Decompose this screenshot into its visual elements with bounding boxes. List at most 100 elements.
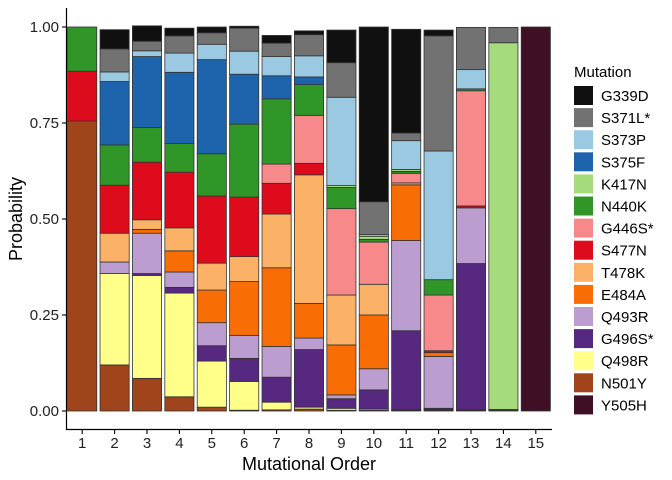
ticks-layer: 0.000.250.500.751.001 2 3 4 5 6 7 8 9 10 11 12 13 14 1… (30, 19, 544, 452)
bar-segment-s371l-star-order-4 (164, 35, 195, 54)
bar-segment-e484a-order-7 (261, 267, 292, 347)
bar-segment-q498r-order-5 (196, 360, 227, 408)
bar-segment-g339d-order-9 (326, 29, 357, 64)
bar-segment-g446s-star-order-11 (391, 172, 422, 184)
legend-swatch (574, 307, 593, 326)
bar-segment-g339d-order-11 (391, 28, 422, 134)
bar-segment-s375f-order-3 (132, 56, 162, 129)
legend-label: Y505H (601, 397, 647, 414)
legend-swatch (574, 108, 593, 128)
legend-swatch (574, 284, 593, 304)
bar-segment-g339d-order-10 (358, 26, 389, 203)
bar-segment-g496s-star-order-8 (294, 349, 324, 408)
bar-segment-s371l-star-order-5 (196, 32, 227, 45)
x-tick-label: 8 (305, 435, 313, 452)
bar-segment-s375f-order-2 (99, 81, 130, 146)
bar-segment-s373p-order-3 (132, 50, 162, 57)
bar-segment-t478k-order-7 (261, 213, 292, 269)
bar-segment-e484a-order-9 (326, 344, 357, 396)
legend: Mutation G339D S371L* S373P S375F K417N N440K… (574, 64, 654, 415)
bar-segment-g496s-star-order-10 (358, 389, 389, 410)
bar-segment-g496s-star-order-11 (391, 330, 422, 410)
bar-segment-s477n-order-1 (67, 70, 98, 122)
bar-segment-n440k-order-1 (67, 26, 98, 72)
bar-segment-s373p-order-5 (196, 43, 227, 61)
y-axis-title: Probability (6, 177, 26, 261)
bar-segment-y505h-order-15 (520, 26, 551, 412)
x-tick-label: 5 (208, 435, 216, 452)
y-tick-label: 0.50 (30, 211, 59, 228)
bar-segment-t478k-order-9 (326, 294, 357, 346)
bar-segment-q493r-order-5 (196, 322, 227, 347)
bar-segment-t478k-order-5 (196, 262, 227, 291)
bar-segment-q493r-order-7 (261, 346, 292, 378)
bar-segment-n501y-order-3 (132, 377, 162, 412)
legend-swatch (574, 86, 593, 105)
legend-label: K417N (601, 176, 647, 193)
bar-segment-s477n-order-6 (229, 196, 260, 258)
x-tick-label: 14 (495, 435, 512, 452)
bar-segment-s371l-star-order-8 (294, 34, 324, 57)
bar-segment-k417n-order-10 (358, 235, 389, 240)
x-tick-label: 6 (240, 435, 248, 452)
bar-segment-q493r-order-6 (229, 334, 260, 359)
bar-segment-n440k-order-3 (132, 127, 162, 163)
bar-segment-t478k-order-10 (358, 283, 389, 316)
bar-segment-q493r-order-2 (99, 261, 130, 274)
y-tick-label: 1.00 (30, 19, 59, 36)
bar-segment-s371l-star-order-11 (391, 132, 422, 142)
x-tick-label: 11 (398, 435, 414, 452)
bar-segment-q493r-order-10 (358, 368, 389, 391)
bar-segment-s371l-star-order-3 (132, 40, 162, 52)
bar-segment-s477n-order-8 (294, 162, 324, 176)
legend-title: Mutation (574, 64, 632, 81)
x-tick-label: 12 (430, 435, 447, 452)
bar-segment-k417n-order-14 (488, 42, 519, 410)
bar-segment-s373p-order-4 (164, 52, 195, 73)
legend-swatch (574, 373, 593, 393)
bar-segment-s373p-order-2 (99, 71, 130, 82)
legend-label: G339D (601, 88, 649, 105)
legend-swatch (574, 130, 593, 150)
bars-layer (67, 25, 551, 412)
bar-segment-e484a-order-11 (391, 184, 422, 241)
legend-swatch (574, 152, 593, 172)
bar-segment-g339d-order-7 (261, 35, 292, 44)
bar-segment-g339d-order-4 (164, 27, 195, 37)
bar-segment-n440k-order-6 (229, 123, 260, 198)
bar-segment-g496s-star-order-9 (326, 398, 357, 409)
bar-segment-s371l-star-order-6 (229, 27, 260, 52)
legend-items: G339D S371L* S373P S375F K417N N440K G446S* S47… (574, 86, 654, 415)
bar-segment-s375f-order-4 (164, 71, 195, 144)
bar-segment-e484a-order-6 (229, 281, 260, 336)
bar-segment-q498r-order-2 (99, 273, 130, 366)
bar-segment-q498r-order-3 (132, 275, 162, 379)
bar-segment-t478k-order-2 (99, 232, 130, 263)
bar-segment-s373p-order-12 (423, 150, 454, 281)
legend-swatch (574, 351, 593, 371)
bar-segment-q493r-order-8 (294, 337, 324, 350)
bar-segment-g446s-star-order-13 (456, 90, 486, 207)
bar-segment-s373p-order-11 (391, 140, 422, 170)
bar-segment-e484a-order-12 (423, 352, 454, 357)
legend-label: T478K (601, 265, 645, 282)
legend-label: G496S* (601, 331, 654, 348)
x-tick-label: 2 (110, 435, 118, 452)
bar-segment-g339d-order-8 (294, 30, 324, 36)
bar-segment-s371l-star-order-12 (423, 35, 454, 152)
bar-segment-e484a-order-3 (132, 228, 162, 234)
bar-segment-t478k-order-3 (132, 219, 162, 230)
x-tick-label: 9 (337, 435, 345, 452)
legend-label: N440K (601, 199, 647, 216)
bar-segment-g446s-star-order-9 (326, 208, 357, 296)
bar-segment-g446s-star-order-8 (294, 114, 324, 164)
bar-segment-q493r-order-13 (456, 207, 486, 264)
bar-segment-n501y-order-4 (164, 396, 195, 412)
bar-segment-q493r-order-3 (132, 232, 162, 274)
bar-segment-e484a-order-10 (358, 314, 389, 370)
y-tick-label: 0.25 (30, 307, 59, 324)
legend-label: N501Y (601, 375, 647, 392)
legend-label: G446S* (601, 221, 654, 238)
x-tick-label: 15 (527, 435, 544, 452)
bar-segment-g339d-order-6 (229, 25, 260, 29)
